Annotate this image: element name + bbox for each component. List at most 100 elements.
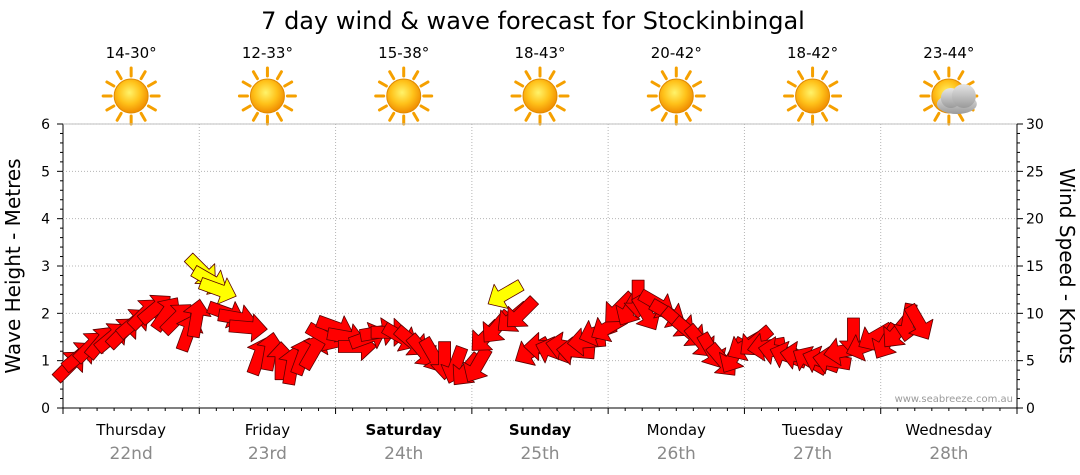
sun-icon [646, 66, 706, 126]
left-tick-label: 2 [41, 306, 50, 322]
wind-arrow [487, 279, 525, 309]
day-date: 24th [384, 444, 423, 464]
sun-ray [412, 70, 420, 81]
sun-ray [139, 111, 147, 122]
cloud-part [951, 84, 976, 108]
day-name: Tuesday [781, 421, 843, 439]
sun-ray [251, 70, 259, 81]
sun-ray [419, 104, 430, 112]
sun-ray [105, 80, 116, 88]
sun-disc [658, 78, 694, 114]
left-tick-label: 3 [41, 259, 50, 275]
sun-disc [522, 78, 558, 114]
cloud-shape [936, 84, 977, 114]
sun-ray [957, 111, 965, 122]
chart-title: 7 day wind & wave forecast for Stockinbi… [261, 7, 805, 35]
sun-ray [684, 70, 692, 81]
day-name: Saturday [366, 421, 443, 439]
right-tick-label: 15 [1026, 259, 1044, 275]
sun-ray [684, 111, 692, 122]
right-tick-label: 20 [1026, 212, 1044, 228]
sun-ray [251, 111, 259, 122]
sun-ray [241, 104, 252, 112]
sun-ray [786, 80, 797, 88]
day-temp-range: 20-42° [651, 44, 702, 62]
sun-disc [249, 78, 285, 114]
sun-disc [386, 78, 422, 114]
sun-disc [113, 78, 149, 114]
sun-ray [797, 70, 805, 81]
sun-ray [650, 104, 661, 112]
sun-ray [283, 80, 294, 88]
right-axis-label: Wind Speed - Knots [1055, 168, 1079, 364]
sun-ray [821, 111, 829, 122]
sun-ray [419, 80, 430, 88]
sun-icon [374, 66, 434, 126]
sun-ray [283, 104, 294, 112]
sun-ray [548, 70, 556, 81]
sun-ray [933, 70, 941, 81]
wind-arrow [183, 298, 212, 339]
sun-ray [660, 70, 668, 81]
day-date: 27th [793, 444, 832, 464]
sun-ray [797, 111, 805, 122]
day-date: 23rd [248, 444, 287, 464]
sun-ray [828, 104, 839, 112]
sun-ray [241, 80, 252, 88]
sun-ray [514, 80, 525, 88]
sun-icon [237, 66, 297, 126]
sun-ray [650, 80, 661, 88]
credit-text: www.seabreeze.com.au [895, 394, 1013, 405]
left-tick-label: 5 [41, 164, 50, 180]
wind-arrow [228, 313, 268, 343]
sun-ray [377, 104, 388, 112]
right-tick-label: 0 [1026, 401, 1035, 417]
day-date: 22nd [110, 444, 153, 464]
sun-ray [275, 70, 283, 81]
sun-icon [510, 66, 570, 126]
sun-ray [105, 104, 116, 112]
day-temp-range: 14-30° [106, 44, 157, 62]
right-tick-label: 5 [1026, 354, 1035, 370]
day-temp-range: 18-42° [787, 44, 838, 62]
sun-ray [828, 80, 839, 88]
sun-icon [783, 66, 843, 126]
sun-ray [555, 80, 566, 88]
day-date: 28th [929, 444, 968, 464]
sun-ray [786, 104, 797, 112]
sun-ray [275, 111, 283, 122]
sun-ray [692, 80, 703, 88]
sun-ray [514, 104, 525, 112]
sun-ray [548, 111, 556, 122]
wind-arrow [159, 304, 192, 337]
wind-arrow [256, 332, 286, 372]
sun-ray [821, 70, 829, 81]
sun-ray [524, 70, 532, 81]
left-tick-label: 1 [41, 354, 50, 370]
wind-arrow [903, 302, 934, 340]
sun-ray [146, 104, 157, 112]
day-date: 25th [520, 444, 559, 464]
day-name: Wednesday [905, 421, 992, 439]
wind-arrow [198, 277, 237, 305]
left-tick-label: 4 [41, 212, 50, 228]
day-name: Monday [647, 421, 706, 439]
left-axis-label: Wave Height - Metres [1, 158, 25, 373]
sun-ray [524, 111, 532, 122]
day-temp-range: 18-43° [514, 44, 565, 62]
sun-ray [388, 111, 396, 122]
left-tick-label: 6 [41, 117, 50, 133]
day-date: 26th [657, 444, 696, 464]
wind-arrow [507, 295, 539, 328]
sun-ray [660, 111, 668, 122]
sun-ray [377, 80, 388, 88]
sun-ray [933, 111, 941, 122]
sun-ray [139, 70, 147, 81]
sun-ray [923, 104, 934, 112]
sun-ray [957, 70, 965, 81]
sun-ray [388, 70, 396, 81]
day-name: Sunday [509, 421, 572, 439]
day-name: Thursday [95, 421, 166, 439]
sun-ray [115, 111, 123, 122]
